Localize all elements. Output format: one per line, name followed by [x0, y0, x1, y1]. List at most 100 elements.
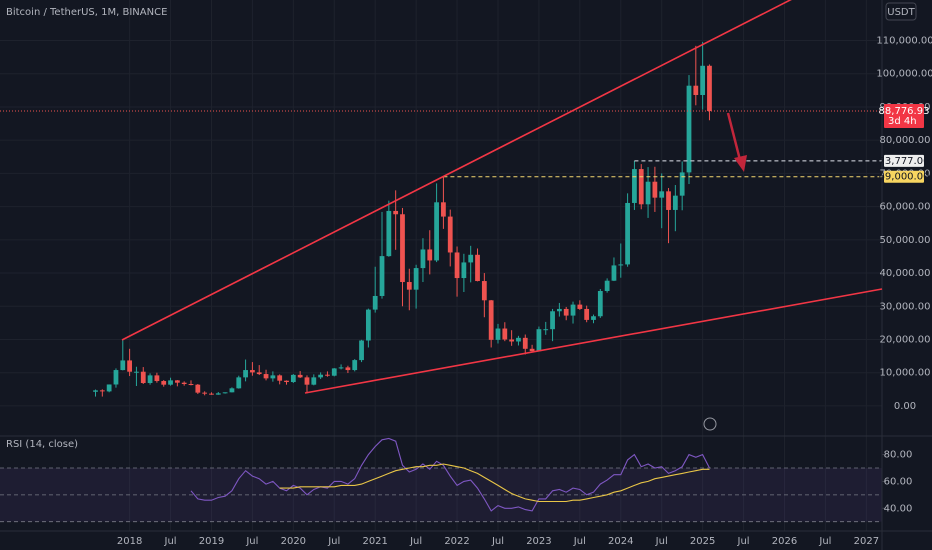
candle-body: [331, 368, 337, 376]
candle-body: [679, 172, 685, 196]
currency-box[interactable]: [885, 2, 917, 21]
rsi-tick-label: 80.00: [884, 450, 913, 461]
candle-body: [420, 249, 426, 269]
candle-body: [563, 308, 569, 316]
candle-body: [406, 282, 412, 290]
candle-body: [345, 367, 351, 371]
candle-body: [236, 377, 242, 389]
level-label-box: [884, 154, 924, 167]
candle-body: [229, 388, 235, 393]
rsi-title: RSI (14, close): [6, 439, 78, 450]
rsi-tick-label: 60.00: [884, 476, 913, 487]
candle-body: [652, 181, 658, 198]
x-tick-label: 2026: [772, 536, 797, 547]
candle-body: [516, 337, 521, 342]
candle-body: [256, 372, 262, 375]
candle-body: [625, 202, 630, 265]
x-tick-label: 2023: [526, 536, 551, 547]
candle-body: [161, 381, 167, 385]
candle-body: [318, 374, 324, 378]
event-icon: [703, 417, 717, 431]
candle-body: [570, 304, 576, 316]
rsi-line: [190, 437, 710, 512]
rsi-line: [279, 463, 710, 503]
grid: [0, 0, 886, 531]
candle-body: [127, 360, 132, 372]
candle-body: [113, 370, 119, 385]
candle-body: [672, 195, 678, 210]
candle-body: [284, 380, 289, 383]
candle-body: [495, 328, 501, 340]
candle-body: [536, 329, 542, 352]
y-tick-label: 30,000.00: [880, 301, 931, 312]
candle-body: [290, 374, 296, 383]
candle-body: [243, 370, 248, 378]
x-tick-label: Jul: [164, 536, 177, 547]
candle-body: [461, 262, 467, 279]
arrow-head: [734, 155, 747, 172]
candle-body: [140, 371, 146, 384]
x-tick-label: Jul: [491, 536, 504, 547]
candle-body: [597, 290, 603, 317]
x-tick-label: Jul: [818, 536, 831, 547]
x-tick-label: 2020: [281, 536, 306, 547]
lower-trendline: [304, 288, 883, 394]
candle-body: [297, 374, 303, 378]
candle-body: [577, 304, 583, 309]
level-label: 73,777.00: [879, 156, 930, 167]
candle-body: [693, 85, 699, 96]
candle-body: [195, 384, 201, 393]
chart-title: Bitcoin / TetherUS, 1M, BINANCE: [6, 7, 167, 18]
y-tick-label: 100,000.00: [876, 69, 932, 80]
candle-body: [454, 252, 460, 279]
x-tick-label: Jul: [245, 536, 258, 547]
x-tick-label: 2027: [854, 536, 879, 547]
x-tick-label: 2022: [444, 536, 469, 547]
candle-body: [154, 375, 160, 382]
candle-body: [263, 374, 269, 379]
level-label: 69,000.00: [879, 172, 930, 183]
y-tick-label: 110,000.00: [876, 36, 932, 47]
x-tick-label: Jul: [409, 536, 422, 547]
candle-body: [134, 371, 139, 373]
candle-body: [413, 268, 419, 290]
candle-body: [188, 384, 194, 386]
x-tick-label: Jul: [655, 536, 668, 547]
candle-body: [481, 281, 487, 301]
candle-body: [147, 375, 153, 384]
candle-body: [393, 210, 399, 215]
x-tick-label: 2018: [117, 536, 142, 547]
x-tick-label: Jul: [327, 536, 340, 547]
candle-body: [509, 339, 515, 342]
candle-body: [488, 300, 494, 340]
candle-body: [120, 360, 126, 371]
level-label-box: [884, 170, 924, 183]
candle-body: [379, 256, 385, 296]
x-tick-label: 2024: [608, 536, 633, 547]
x-tick-label: 2019: [199, 536, 224, 547]
candle-body: [359, 340, 364, 361]
candle-body: [270, 375, 276, 379]
candle-body: [686, 85, 692, 173]
labels: Bitcoin / TetherUS, 1M, BINANCE USDT RSI…: [6, 2, 932, 547]
arrow-shaft: [726, 112, 742, 161]
candle-body: [277, 375, 283, 381]
candle-body: [209, 393, 214, 395]
candle-body: [365, 309, 371, 341]
candle-body: [434, 202, 439, 261]
candle-body: [215, 393, 221, 395]
y-tick-label: 60,000.00: [880, 202, 931, 213]
candle-body: [632, 169, 637, 203]
candle-body: [659, 191, 665, 198]
candle-body: [447, 216, 453, 253]
candle-body: [222, 392, 228, 394]
currency[interactable]: USDT: [887, 7, 915, 18]
upper-trendline: [121, 0, 792, 341]
countdown: 3d 4h: [888, 116, 917, 127]
candle-body: [700, 65, 706, 96]
candle-body: [338, 367, 344, 369]
candle-body: [707, 65, 712, 112]
last-price-box: [884, 104, 924, 129]
candle-body: [325, 374, 330, 376]
candle-body: [99, 390, 105, 392]
